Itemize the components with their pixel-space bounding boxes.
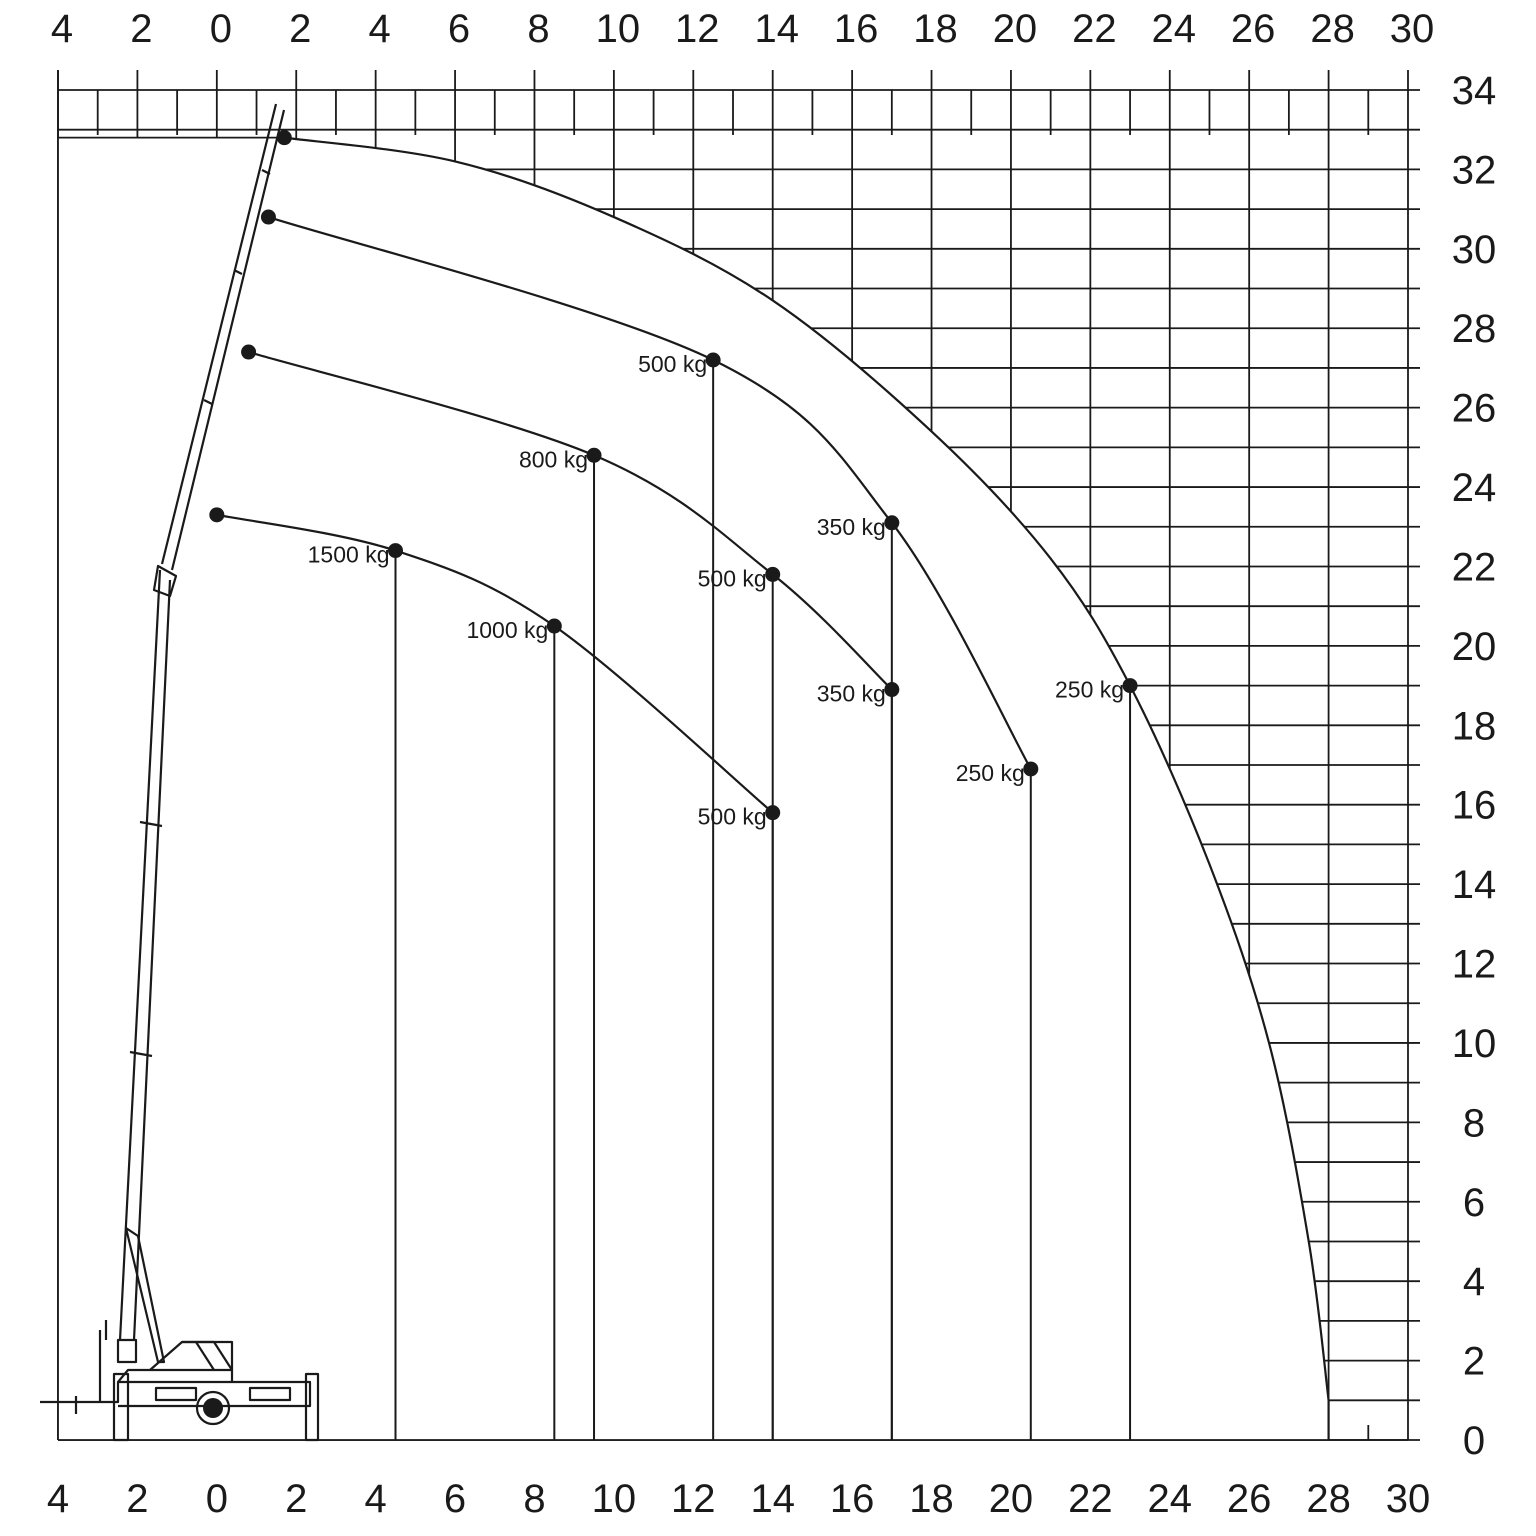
load-label: 250 kg xyxy=(1055,677,1124,703)
top-tick-label: 20 xyxy=(993,7,1038,51)
top-tick-label: 14 xyxy=(754,7,799,51)
right-tick-label: 20 xyxy=(1452,625,1497,669)
bottom-tick-label: 14 xyxy=(750,1477,795,1521)
bottom-tick-label: 22 xyxy=(1068,1477,1113,1521)
top-tick-label: 2 xyxy=(289,7,311,51)
bottom-tick-label: 28 xyxy=(1306,1477,1351,1521)
top-tick-label: 0 xyxy=(210,7,232,51)
load-point xyxy=(1023,761,1039,777)
right-tick-label: 4 xyxy=(1463,1260,1485,1304)
bottom-tick-label: 12 xyxy=(671,1477,716,1521)
load-label: 800 kg xyxy=(519,446,588,472)
load-point xyxy=(241,344,257,360)
envelope-mask xyxy=(58,137,1329,1440)
right-tick-label: 0 xyxy=(1463,1419,1485,1463)
bottom-tick-label: 8 xyxy=(523,1477,545,1521)
load-point xyxy=(586,447,602,463)
load-point xyxy=(1122,678,1138,694)
load-label: 500 kg xyxy=(698,804,767,830)
top-tick-label: 4 xyxy=(369,7,391,51)
right-tick-label: 2 xyxy=(1463,1340,1485,1384)
top-tick-label: 12 xyxy=(675,7,720,51)
load-label: 350 kg xyxy=(817,681,886,707)
bottom-tick-label: 2 xyxy=(126,1477,148,1521)
load-label: 350 kg xyxy=(817,514,886,540)
right-tick-label: 6 xyxy=(1463,1181,1485,1225)
load-label: 250 kg xyxy=(956,760,1025,786)
crane-drawing xyxy=(40,103,320,1442)
top-tick-label: 10 xyxy=(596,7,641,51)
top-tick-label: 24 xyxy=(1152,7,1197,51)
right-tick-label: 14 xyxy=(1452,863,1497,907)
load-curves: 1500 kg 1000 kg 500 kg 800 kg 500 kg 350 kg 50… xyxy=(209,130,1138,1440)
load-point xyxy=(546,618,562,634)
top-tick-label: 22 xyxy=(1072,7,1117,51)
right-tick-label: 30 xyxy=(1452,228,1497,272)
right-tick-label: 34 xyxy=(1452,69,1497,113)
top-tick-label: 26 xyxy=(1231,7,1276,51)
top-tick-label: 4 xyxy=(51,7,73,51)
bottom-tick-label: 26 xyxy=(1227,1477,1272,1521)
top-tick-label: 30 xyxy=(1390,7,1435,51)
load-point xyxy=(276,130,292,146)
right-tick-label: 28 xyxy=(1452,307,1497,351)
bottom-tick-label: 30 xyxy=(1386,1477,1431,1521)
bottom-tick-label: 4 xyxy=(365,1477,387,1521)
load-point xyxy=(884,515,900,531)
top-tick-label: 18 xyxy=(913,7,958,51)
load-point xyxy=(260,209,276,225)
envelope-outline xyxy=(284,136,1330,1440)
bottom-tick-label: 16 xyxy=(830,1477,875,1521)
right-tick-label: 16 xyxy=(1452,784,1497,828)
load-label: 500 kg xyxy=(698,565,767,591)
reach-envelope xyxy=(57,70,1408,1441)
load-label: 1000 kg xyxy=(466,617,548,643)
bottom-tick-label: 2 xyxy=(285,1477,307,1521)
load-label: 1500 kg xyxy=(308,542,390,568)
bottom-tick-label: 10 xyxy=(592,1477,637,1521)
bottom-tick-label: 0 xyxy=(206,1477,228,1521)
right-tick-label: 10 xyxy=(1452,1022,1497,1066)
top-tick-label: 6 xyxy=(448,7,470,51)
top-tick-label: 16 xyxy=(834,7,879,51)
bottom-tick-label: 4 xyxy=(47,1477,69,1521)
bottom-tick-label: 24 xyxy=(1148,1477,1193,1521)
load-label: 500 kg xyxy=(638,351,707,377)
bottom-tick-label: 20 xyxy=(989,1477,1034,1521)
bottom-tick-label: 6 xyxy=(444,1477,466,1521)
top-tick-label: 28 xyxy=(1310,7,1355,51)
right-tick-label: 8 xyxy=(1463,1101,1485,1145)
load-point xyxy=(705,352,721,368)
load-curve-2 xyxy=(248,351,893,691)
right-tick-label: 12 xyxy=(1452,943,1497,987)
load-point xyxy=(209,507,225,523)
right-tick-label: 24 xyxy=(1452,466,1497,510)
right-tick-label: 26 xyxy=(1452,387,1497,431)
right-tick-label: 22 xyxy=(1452,545,1497,589)
top-tick-label: 8 xyxy=(527,7,549,51)
bottom-tick-label: 18 xyxy=(909,1477,954,1521)
right-tick-label: 32 xyxy=(1452,148,1497,192)
load-point xyxy=(765,566,781,582)
load-curve-1 xyxy=(216,513,774,814)
load-curve-3 xyxy=(268,216,1032,770)
axis-ticks: 4 2 0 2 4 6 8 10 12 14 16 18 20 22 24 26 28 304 2 0 2 4 6 8 10 12… xyxy=(47,7,1496,1521)
load-point xyxy=(388,543,403,559)
top-tick-label: 2 xyxy=(130,7,152,51)
right-tick-label: 18 xyxy=(1452,704,1497,748)
